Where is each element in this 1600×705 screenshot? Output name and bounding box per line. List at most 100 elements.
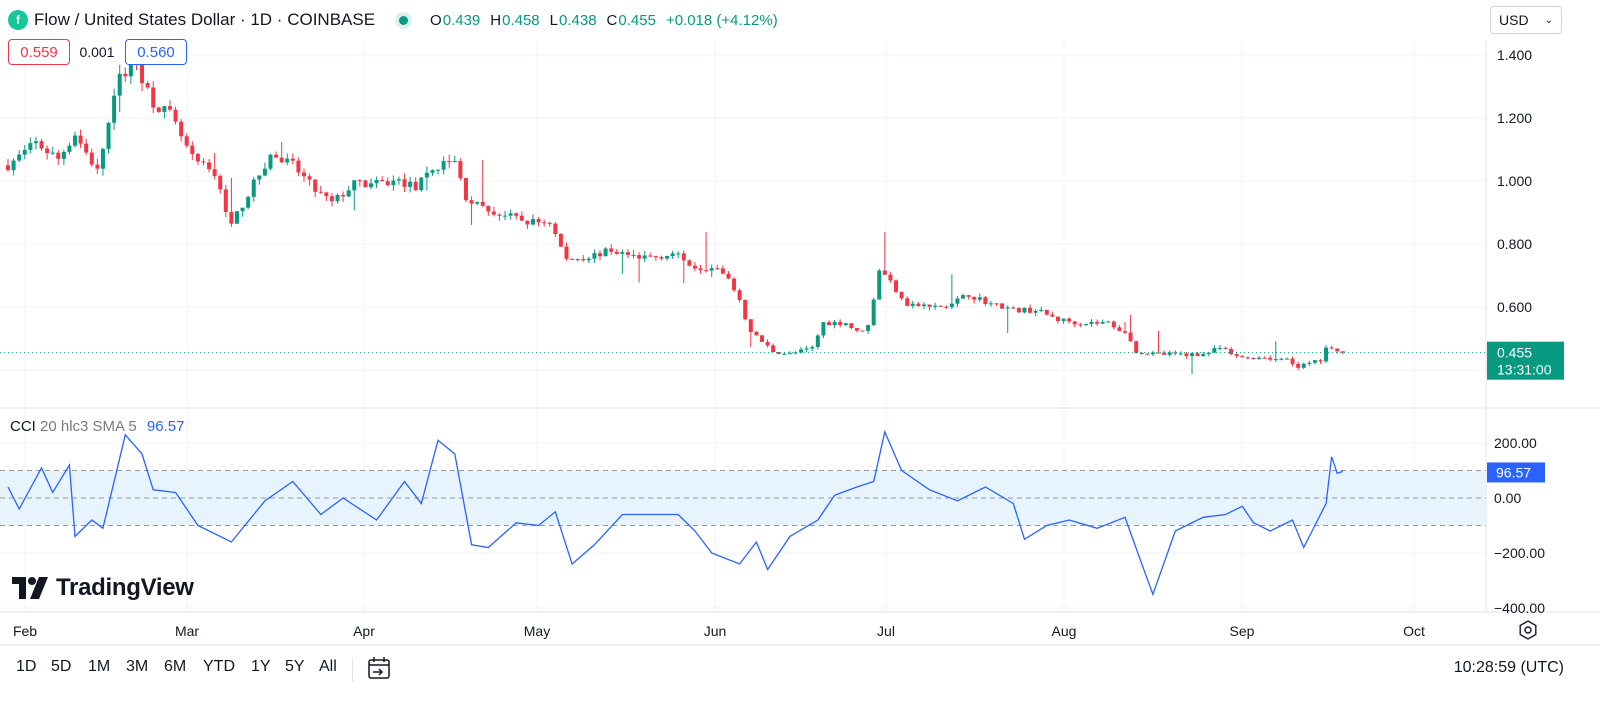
candle-body	[290, 158, 295, 161]
candle-body	[715, 268, 720, 270]
candle-body	[1223, 347, 1228, 350]
candle-body	[832, 321, 837, 326]
timeframe-all[interactable]: All	[319, 658, 337, 675]
candle-body	[374, 179, 379, 184]
time-tick-label: Aug	[1052, 623, 1077, 639]
candle-body	[765, 341, 770, 346]
candle-body	[1206, 352, 1211, 354]
bar-countdown-label: 13:31:00	[1497, 362, 1552, 378]
candle-body	[877, 270, 882, 300]
candle-body	[95, 164, 100, 169]
last-price-label: 0.455	[1497, 345, 1532, 361]
ohlc-label-open: O	[430, 11, 442, 29]
timeframe-1y[interactable]: 1Y	[251, 658, 271, 675]
candle-body	[285, 158, 290, 163]
ohlc-high: 0.458	[502, 11, 540, 29]
candle-body	[603, 248, 608, 257]
candle-body	[262, 168, 267, 176]
candle-body	[586, 258, 591, 261]
candle-body	[1184, 353, 1189, 356]
candle-body	[882, 270, 887, 275]
timeframe-6m[interactable]: 6M	[164, 658, 187, 675]
candle-body	[530, 219, 535, 225]
candle-body	[1268, 357, 1273, 360]
candle-body	[542, 222, 547, 224]
candle-body	[45, 148, 50, 154]
price-tick-label: 0.600	[1497, 299, 1532, 315]
candle-body	[39, 141, 44, 149]
timeframe-ytd[interactable]: YTD	[203, 658, 235, 675]
candle-body	[1307, 362, 1312, 364]
cci-legend[interactable]: CCI 20 hlc3 SMA 5 96.57	[10, 418, 184, 435]
cci-tick-label: −400.00	[1494, 600, 1545, 616]
last-price-badge	[1487, 341, 1564, 380]
candle-body	[687, 260, 692, 266]
candle-body	[743, 299, 748, 320]
candle-body	[369, 183, 374, 188]
utc-clock[interactable]: 10:28:59 (UTC)	[1453, 659, 1564, 676]
candle-body	[944, 306, 949, 308]
candle-body	[1033, 310, 1038, 313]
candle-body	[737, 290, 742, 300]
candle-body	[441, 161, 446, 170]
candle-body	[6, 165, 10, 171]
candle-body	[899, 291, 904, 299]
candle-body	[575, 259, 580, 261]
candle-body	[313, 179, 318, 192]
candle-body	[558, 234, 563, 247]
buy-price-button[interactable]: 0.560	[125, 39, 187, 65]
candle-body	[1111, 321, 1116, 328]
currency-select[interactable]: USD ⌄	[1490, 6, 1562, 34]
candle-body	[1335, 348, 1340, 352]
timeframe-3m[interactable]: 3M	[126, 658, 149, 675]
candle-body	[776, 352, 781, 354]
candle-body	[665, 256, 670, 259]
candle-body	[1044, 309, 1049, 315]
timeframe-1m[interactable]: 1M	[88, 658, 111, 675]
candle-body	[866, 325, 871, 331]
candle-body	[430, 170, 435, 173]
time-tick-label: Jun	[704, 623, 727, 639]
candle-body	[1083, 323, 1088, 325]
timeframe-5d[interactable]: 5D	[51, 658, 72, 675]
settings-gear-icon[interactable]	[1518, 620, 1538, 640]
cci-params: 20 hlc3 SMA 5	[40, 418, 137, 435]
chevron-down-icon: ⌄	[1544, 14, 1553, 26]
candle-body	[854, 328, 859, 331]
candle-body	[1257, 357, 1262, 359]
candle-body	[514, 213, 519, 216]
goto-date-calendar-icon[interactable]	[367, 656, 391, 680]
candle-body	[17, 154, 22, 161]
candle-body	[89, 152, 94, 165]
candle-body	[307, 176, 312, 180]
candle-body	[1016, 308, 1021, 313]
candle-body	[1329, 347, 1334, 349]
candle-body	[162, 106, 167, 112]
candle-body	[61, 151, 66, 159]
candle-body	[28, 143, 33, 150]
candle-body	[223, 189, 228, 212]
candle-body	[156, 107, 161, 112]
ohlc-label-close: C	[606, 11, 618, 29]
candle-body	[1050, 314, 1055, 317]
candle-body	[1262, 357, 1267, 359]
price-tick-label: 0.800	[1497, 236, 1532, 252]
timeframe-5y[interactable]: 5Y	[285, 658, 305, 675]
candle-body	[1055, 316, 1060, 321]
candle-body	[1095, 321, 1100, 324]
candle-body	[508, 213, 513, 216]
candle-body	[1240, 356, 1245, 358]
candle-body	[955, 298, 960, 304]
candle-body	[22, 149, 27, 155]
candle-body	[234, 211, 239, 224]
candle-body	[525, 220, 530, 225]
candle-body	[503, 215, 508, 217]
sell-price-button[interactable]: 0.559	[8, 39, 70, 65]
time-tick-label: Sep	[1230, 623, 1255, 639]
candle-body	[1296, 363, 1301, 368]
price-tick-label: 1.000	[1497, 173, 1532, 189]
tradingview-logo[interactable]: TradingView	[12, 574, 194, 602]
symbol-title[interactable]: Flow / United States Dollar · 1D · COINB…	[34, 10, 376, 29]
timeframe-1d[interactable]: 1D	[16, 658, 37, 675]
